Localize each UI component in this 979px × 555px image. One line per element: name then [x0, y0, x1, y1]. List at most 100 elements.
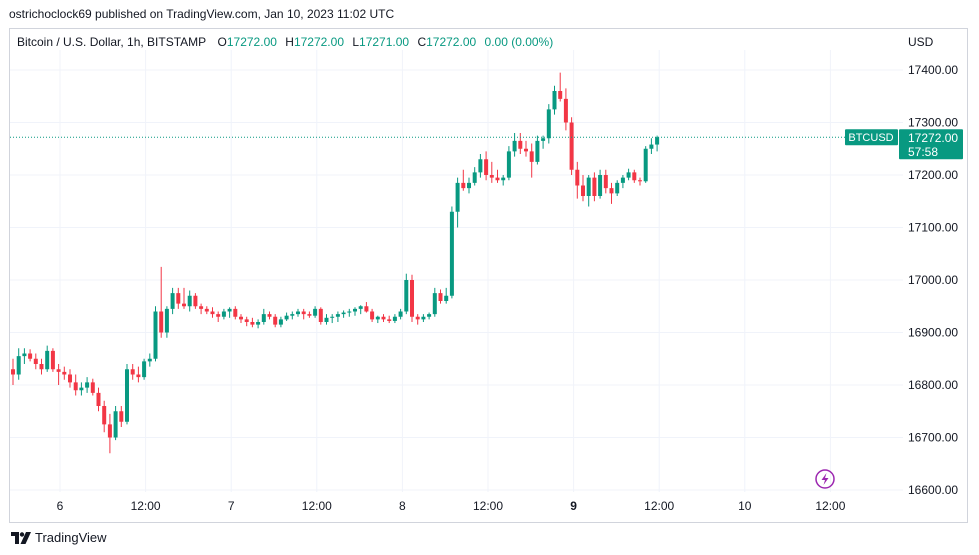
candle-body — [432, 293, 437, 315]
candle-body — [90, 382, 95, 393]
candle-body — [375, 316, 380, 320]
candle-body — [256, 322, 261, 325]
candle-body — [461, 182, 466, 189]
low-label: L — [352, 35, 360, 49]
candle-body — [575, 169, 580, 186]
candle-body — [335, 314, 340, 317]
candle-body — [313, 308, 318, 316]
candle-body — [649, 144, 654, 149]
candle-body — [524, 148, 528, 152]
candle-body — [626, 172, 631, 178]
candle-body — [85, 382, 90, 388]
price-tick-label: 17000.00 — [908, 273, 958, 287]
candle-body — [50, 350, 55, 370]
candle-body — [381, 316, 386, 320]
candle-body — [39, 364, 44, 370]
candle-body — [347, 311, 352, 313]
price-tick-label: 17100.00 — [908, 221, 958, 235]
candle-body — [267, 314, 272, 317]
candle-body — [227, 308, 232, 312]
high-label: H — [285, 35, 294, 49]
candle-body — [170, 293, 175, 309]
time-tick-label: 9 — [570, 499, 577, 513]
price-tick-label: 16900.00 — [908, 326, 958, 340]
candle-body — [643, 148, 648, 182]
candle-body — [119, 411, 124, 422]
candle-body — [484, 159, 489, 175]
candle-body — [56, 369, 61, 372]
currency-label: USD — [908, 35, 934, 49]
candle-body — [96, 392, 101, 406]
candle-body — [632, 172, 637, 181]
low-value: 17271.00 — [359, 35, 410, 49]
price-axis: 17400.00 17300.00 17200.00 17100.00 17000.00… — [908, 63, 958, 497]
candle-body — [187, 295, 192, 307]
candle-body — [28, 353, 33, 359]
candle-body — [638, 180, 642, 182]
candle-body — [552, 91, 557, 110]
candle-body — [421, 316, 426, 320]
candle-body — [478, 159, 483, 173]
candle-body — [615, 182, 620, 194]
close-label: C — [417, 35, 427, 49]
ticker-label: BTCUSD — [848, 132, 893, 144]
candle-body — [467, 182, 471, 189]
candle-body — [489, 175, 494, 178]
lightning-icon[interactable] — [815, 469, 835, 489]
time-tick-label: 12:00 — [644, 499, 674, 513]
candle-body — [193, 295, 198, 307]
candle-body — [563, 98, 568, 123]
change-value: 0.00 (0.00%) — [484, 35, 554, 49]
candle-body — [324, 317, 329, 322]
time-tick-label: 7 — [228, 499, 235, 513]
candle-body — [603, 175, 608, 189]
candle-body — [176, 293, 181, 304]
candle-body — [404, 280, 409, 312]
candle-body — [204, 308, 209, 312]
time-tick-label: 8 — [399, 499, 406, 513]
high-value: 17272.00 — [293, 35, 344, 49]
candle-body — [307, 314, 312, 316]
tradingview-brand: TradingView — [35, 530, 107, 545]
price-tick-label: 16700.00 — [908, 431, 958, 445]
countdown-text: 57:58 — [908, 145, 938, 159]
candle-body — [535, 140, 540, 162]
price-tick-label: 17300.00 — [908, 116, 958, 130]
candle-body — [415, 316, 420, 320]
time-axis: 6 12:00 7 12:00 8 12:00 9 12:00 10 12:00 — [57, 499, 846, 513]
candle-body — [358, 306, 363, 309]
price-label: BTCUSD 17272.00 57:58 — [845, 129, 963, 160]
candle-body — [655, 137, 660, 145]
tradingview-logo[interactable]: TradingView — [11, 530, 107, 545]
candle-body — [147, 358, 152, 362]
candle-body — [199, 306, 204, 309]
candle-body — [216, 314, 221, 317]
candle-body — [518, 140, 523, 149]
candle-body — [427, 314, 432, 317]
candle-body — [273, 316, 278, 325]
candle-body — [398, 311, 403, 317]
ticker-badge — [845, 129, 898, 146]
time-tick-label: 12:00 — [302, 499, 332, 513]
candle-body — [444, 295, 449, 301]
candles — [11, 72, 660, 454]
candle-body — [278, 319, 283, 325]
last-price-text: 17272.00 — [908, 131, 958, 145]
open-value: 17272.00 — [226, 35, 277, 49]
candle-body — [353, 308, 357, 312]
candle-body — [239, 316, 243, 320]
candle-body — [581, 185, 585, 196]
time-tick-label: 12:00 — [815, 499, 845, 513]
candle-body — [558, 91, 563, 99]
candle-body — [569, 122, 574, 170]
candle-body — [182, 303, 186, 307]
candle-body — [113, 411, 118, 438]
candle-body — [501, 177, 506, 181]
candle-body — [290, 314, 295, 316]
candle-body — [159, 311, 164, 333]
open-label: O — [217, 35, 227, 49]
close-value: 17272.00 — [426, 35, 477, 49]
candle-body — [284, 315, 289, 320]
candle-body — [455, 182, 460, 212]
